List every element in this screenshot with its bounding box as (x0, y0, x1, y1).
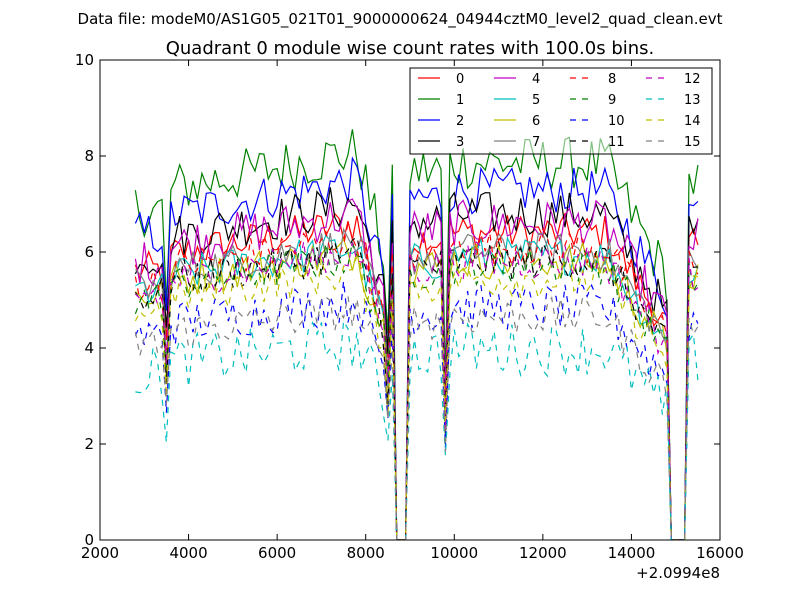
x-tick-label: 14000 (608, 544, 656, 562)
legend-label: 11 (608, 135, 625, 150)
x-tick-label: 10000 (430, 544, 478, 562)
series-0-line (134, 212, 699, 540)
series-12-line (134, 241, 699, 540)
plot-frame (99, 59, 721, 541)
legend-label: 14 (684, 114, 701, 129)
legend-label: 7 (532, 135, 540, 150)
y-tick-label: 2 (84, 435, 94, 453)
legend-label: 1 (456, 93, 464, 108)
series-14-line (134, 254, 699, 540)
x-tick-label: 4000 (169, 544, 207, 562)
series-6-line (134, 237, 699, 540)
figure-suptitle: Data file: modeM0/AS1G05_021T01_90000006… (78, 10, 723, 29)
ticks-layer: 2000 4000 6000 8000 10000 12000 14000 16000 0 2 4 6… (75, 51, 744, 562)
x-tick-label: 12000 (519, 544, 567, 562)
legend-label: 13 (684, 93, 701, 108)
legend-label: 10 (608, 114, 625, 129)
chart-title: Quadrant 0 module wise count rates with … (166, 38, 655, 59)
legend-label: 12 (684, 72, 701, 87)
legend-label: 15 (684, 135, 701, 150)
series-11-line (134, 236, 698, 540)
legend-box (409, 67, 713, 155)
x-tick-label: 6000 (258, 544, 296, 562)
series-7-line (134, 227, 699, 540)
y-tick-label: 0 (84, 531, 94, 549)
legend-label: 6 (532, 114, 540, 129)
series-9-line (134, 241, 699, 540)
y-tick-label: 8 (84, 147, 94, 165)
y-tick-label: 10 (75, 51, 94, 69)
series-13-line (135, 319, 699, 540)
x-tick-label: 2000 (81, 544, 119, 562)
legend-label: 2 (456, 114, 464, 129)
x-offset-label: +2.0994e8 (636, 564, 720, 582)
y-tick-label: 4 (84, 339, 94, 357)
series-10-line (134, 281, 699, 540)
legend-label: 5 (532, 93, 540, 108)
x-tick-label: 16000 (696, 544, 744, 562)
legend-label: 8 (608, 72, 616, 87)
series-3-line (134, 187, 699, 540)
series-layer (134, 129, 699, 540)
y-tick-label: 6 (84, 243, 94, 261)
x-tick-label: 8000 (347, 544, 385, 562)
legend-label: 0 (456, 72, 464, 87)
legend-label: 9 (608, 93, 616, 108)
series-8-line (134, 223, 699, 540)
series-2-line (134, 156, 699, 540)
legend-label: 3 (456, 135, 464, 150)
legend-label: 4 (532, 72, 540, 87)
